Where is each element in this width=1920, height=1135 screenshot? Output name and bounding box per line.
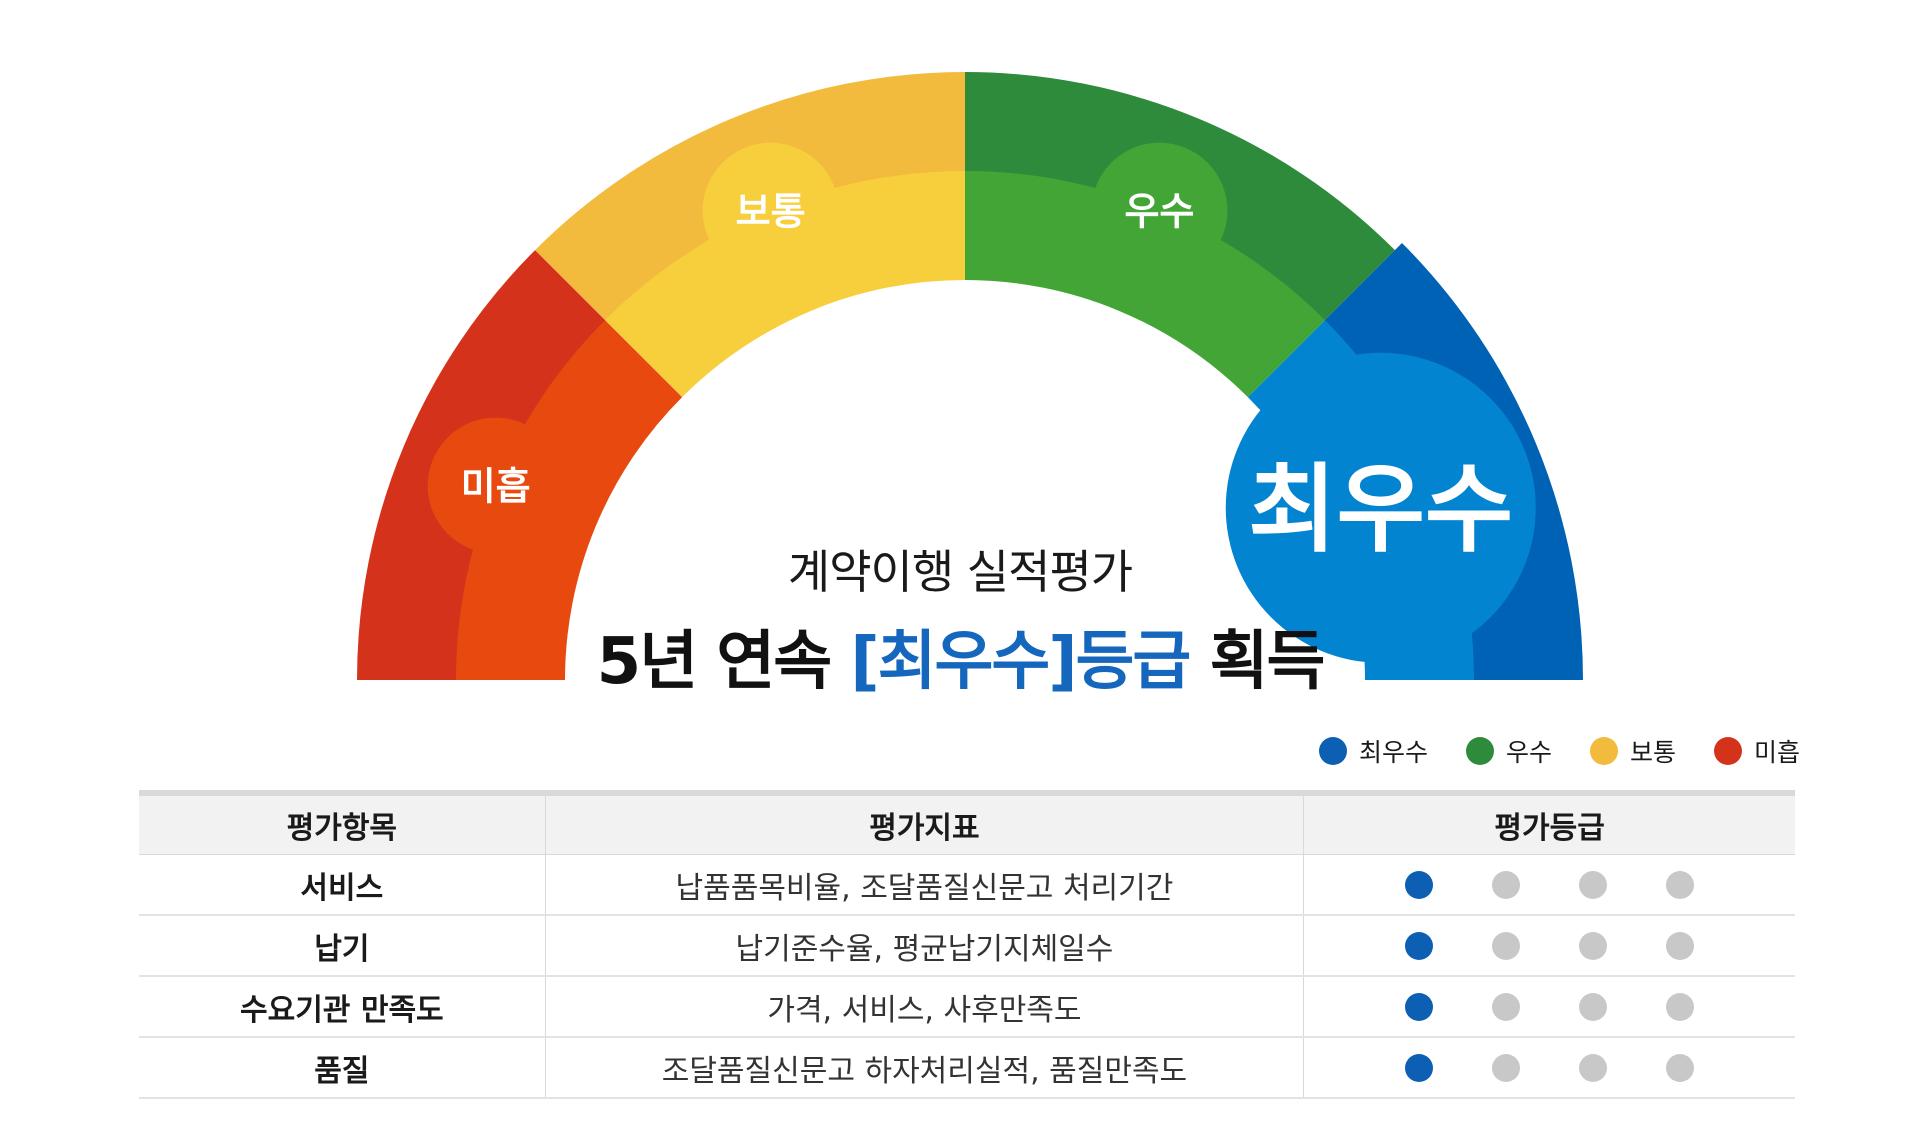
row-item: 납기	[139, 915, 546, 977]
grade-dot-inactive	[1492, 1053, 1521, 1082]
legend-dot	[1318, 737, 1347, 765]
gauge-segment-excellent-inner	[965, 171, 1325, 398]
row-item: 품질	[139, 1037, 546, 1099]
headline-highlight: [최우수]등급	[850, 625, 1191, 699]
headline-prefix: 5년 연속	[596, 625, 851, 699]
header-indicator: 평가지표	[544, 790, 1304, 855]
gauge-label-poor: 미흡	[461, 464, 531, 508]
grade-dot-active	[1405, 931, 1434, 960]
grade-dot-inactive	[1579, 931, 1608, 960]
legend-item-normal: 보통	[1589, 733, 1676, 769]
row-grade	[1303, 854, 1795, 916]
grade-dots	[1305, 870, 1794, 899]
grade-dot-inactive	[1492, 870, 1521, 899]
gauge-bubble-poor	[427, 417, 564, 554]
grade-dots	[1305, 1053, 1794, 1082]
row-indicator: 가격, 서비스, 사후만족도	[544, 976, 1304, 1038]
grade-dot-inactive	[1579, 1053, 1608, 1082]
grade-dot-inactive	[1579, 870, 1608, 899]
legend: 최우수 우수 보통 미흡	[1318, 733, 1800, 769]
row-grade	[1303, 976, 1795, 1038]
legend-item-excellent: 우수	[1465, 733, 1552, 769]
row-grade	[1303, 915, 1795, 977]
gauge-label-excellent: 우수	[1124, 189, 1194, 233]
evaluation-table: 평가항목 평가지표 평가등급 서비스 납품품목비율, 조달품질신문고 처리기간 …	[139, 790, 1795, 1099]
row-grade	[1303, 1037, 1795, 1099]
subtitle: 계약이행 실적평가	[787, 545, 1133, 599]
table-row: 납기 납기준수율, 평균납기지체일수	[139, 915, 1795, 977]
grade-dot-inactive	[1666, 1053, 1695, 1082]
legend-label: 최우수	[1358, 738, 1428, 767]
legend-dot	[1589, 737, 1618, 765]
row-indicator: 납품품목비율, 조달품질신문고 처리기간	[544, 854, 1304, 916]
grade-dots	[1305, 931, 1794, 960]
grade-dot-inactive	[1666, 870, 1695, 899]
legend-label: 우수	[1505, 738, 1552, 767]
gauge-label-best: 최우수	[1248, 453, 1513, 565]
gauge-bubble-normal	[702, 142, 839, 279]
legend-label: 보통	[1629, 738, 1676, 767]
table-row: 서비스 납품품목비율, 조달품질신문고 처리기간	[139, 854, 1795, 916]
grade-dot-active	[1405, 992, 1434, 1021]
gauge-label-normal: 보통	[736, 189, 806, 233]
gauge-bubble-excellent	[1091, 142, 1228, 279]
grade-dot-inactive	[1579, 992, 1608, 1021]
grade-dot-inactive	[1666, 931, 1695, 960]
row-item: 서비스	[139, 854, 546, 916]
headline-suffix: 획득	[1189, 625, 1326, 699]
legend-dot	[1465, 737, 1494, 765]
headline: 5년 연속 [최우수]등급 획득	[0, 610, 1920, 702]
legend-dot	[1713, 737, 1742, 765]
table-row: 수요기관 만족도 가격, 서비스, 사후만족도	[139, 976, 1795, 1038]
legend-item-best: 최우수	[1318, 733, 1428, 769]
gauge-segment-poor-inner	[456, 320, 683, 680]
legend-item-poor: 미흡	[1713, 733, 1800, 769]
grade-dot-inactive	[1492, 992, 1521, 1021]
legend-label: 미흡	[1753, 738, 1800, 767]
gauge-bubble-best	[1225, 352, 1536, 663]
grade-dot-inactive	[1666, 992, 1695, 1021]
grade-dot-inactive	[1492, 931, 1521, 960]
row-indicator: 납기준수율, 평균납기지체일수	[544, 915, 1304, 977]
header-grade: 평가등급	[1303, 790, 1795, 855]
row-indicator: 조달품질신문고 하자처리실적, 품질만족도	[544, 1037, 1304, 1099]
table-row: 품질 조달품질신문고 하자처리실적, 품질만족도	[139, 1037, 1795, 1099]
grade-dots	[1305, 992, 1794, 1021]
grade-dot-active	[1405, 1053, 1434, 1082]
row-item: 수요기관 만족도	[139, 976, 546, 1038]
table-header-row: 평가항목 평가지표 평가등급	[139, 790, 1795, 855]
gauge-segment-normal-inner	[605, 171, 965, 398]
header-item: 평가항목	[139, 790, 546, 855]
grade-dot-active	[1405, 870, 1434, 899]
